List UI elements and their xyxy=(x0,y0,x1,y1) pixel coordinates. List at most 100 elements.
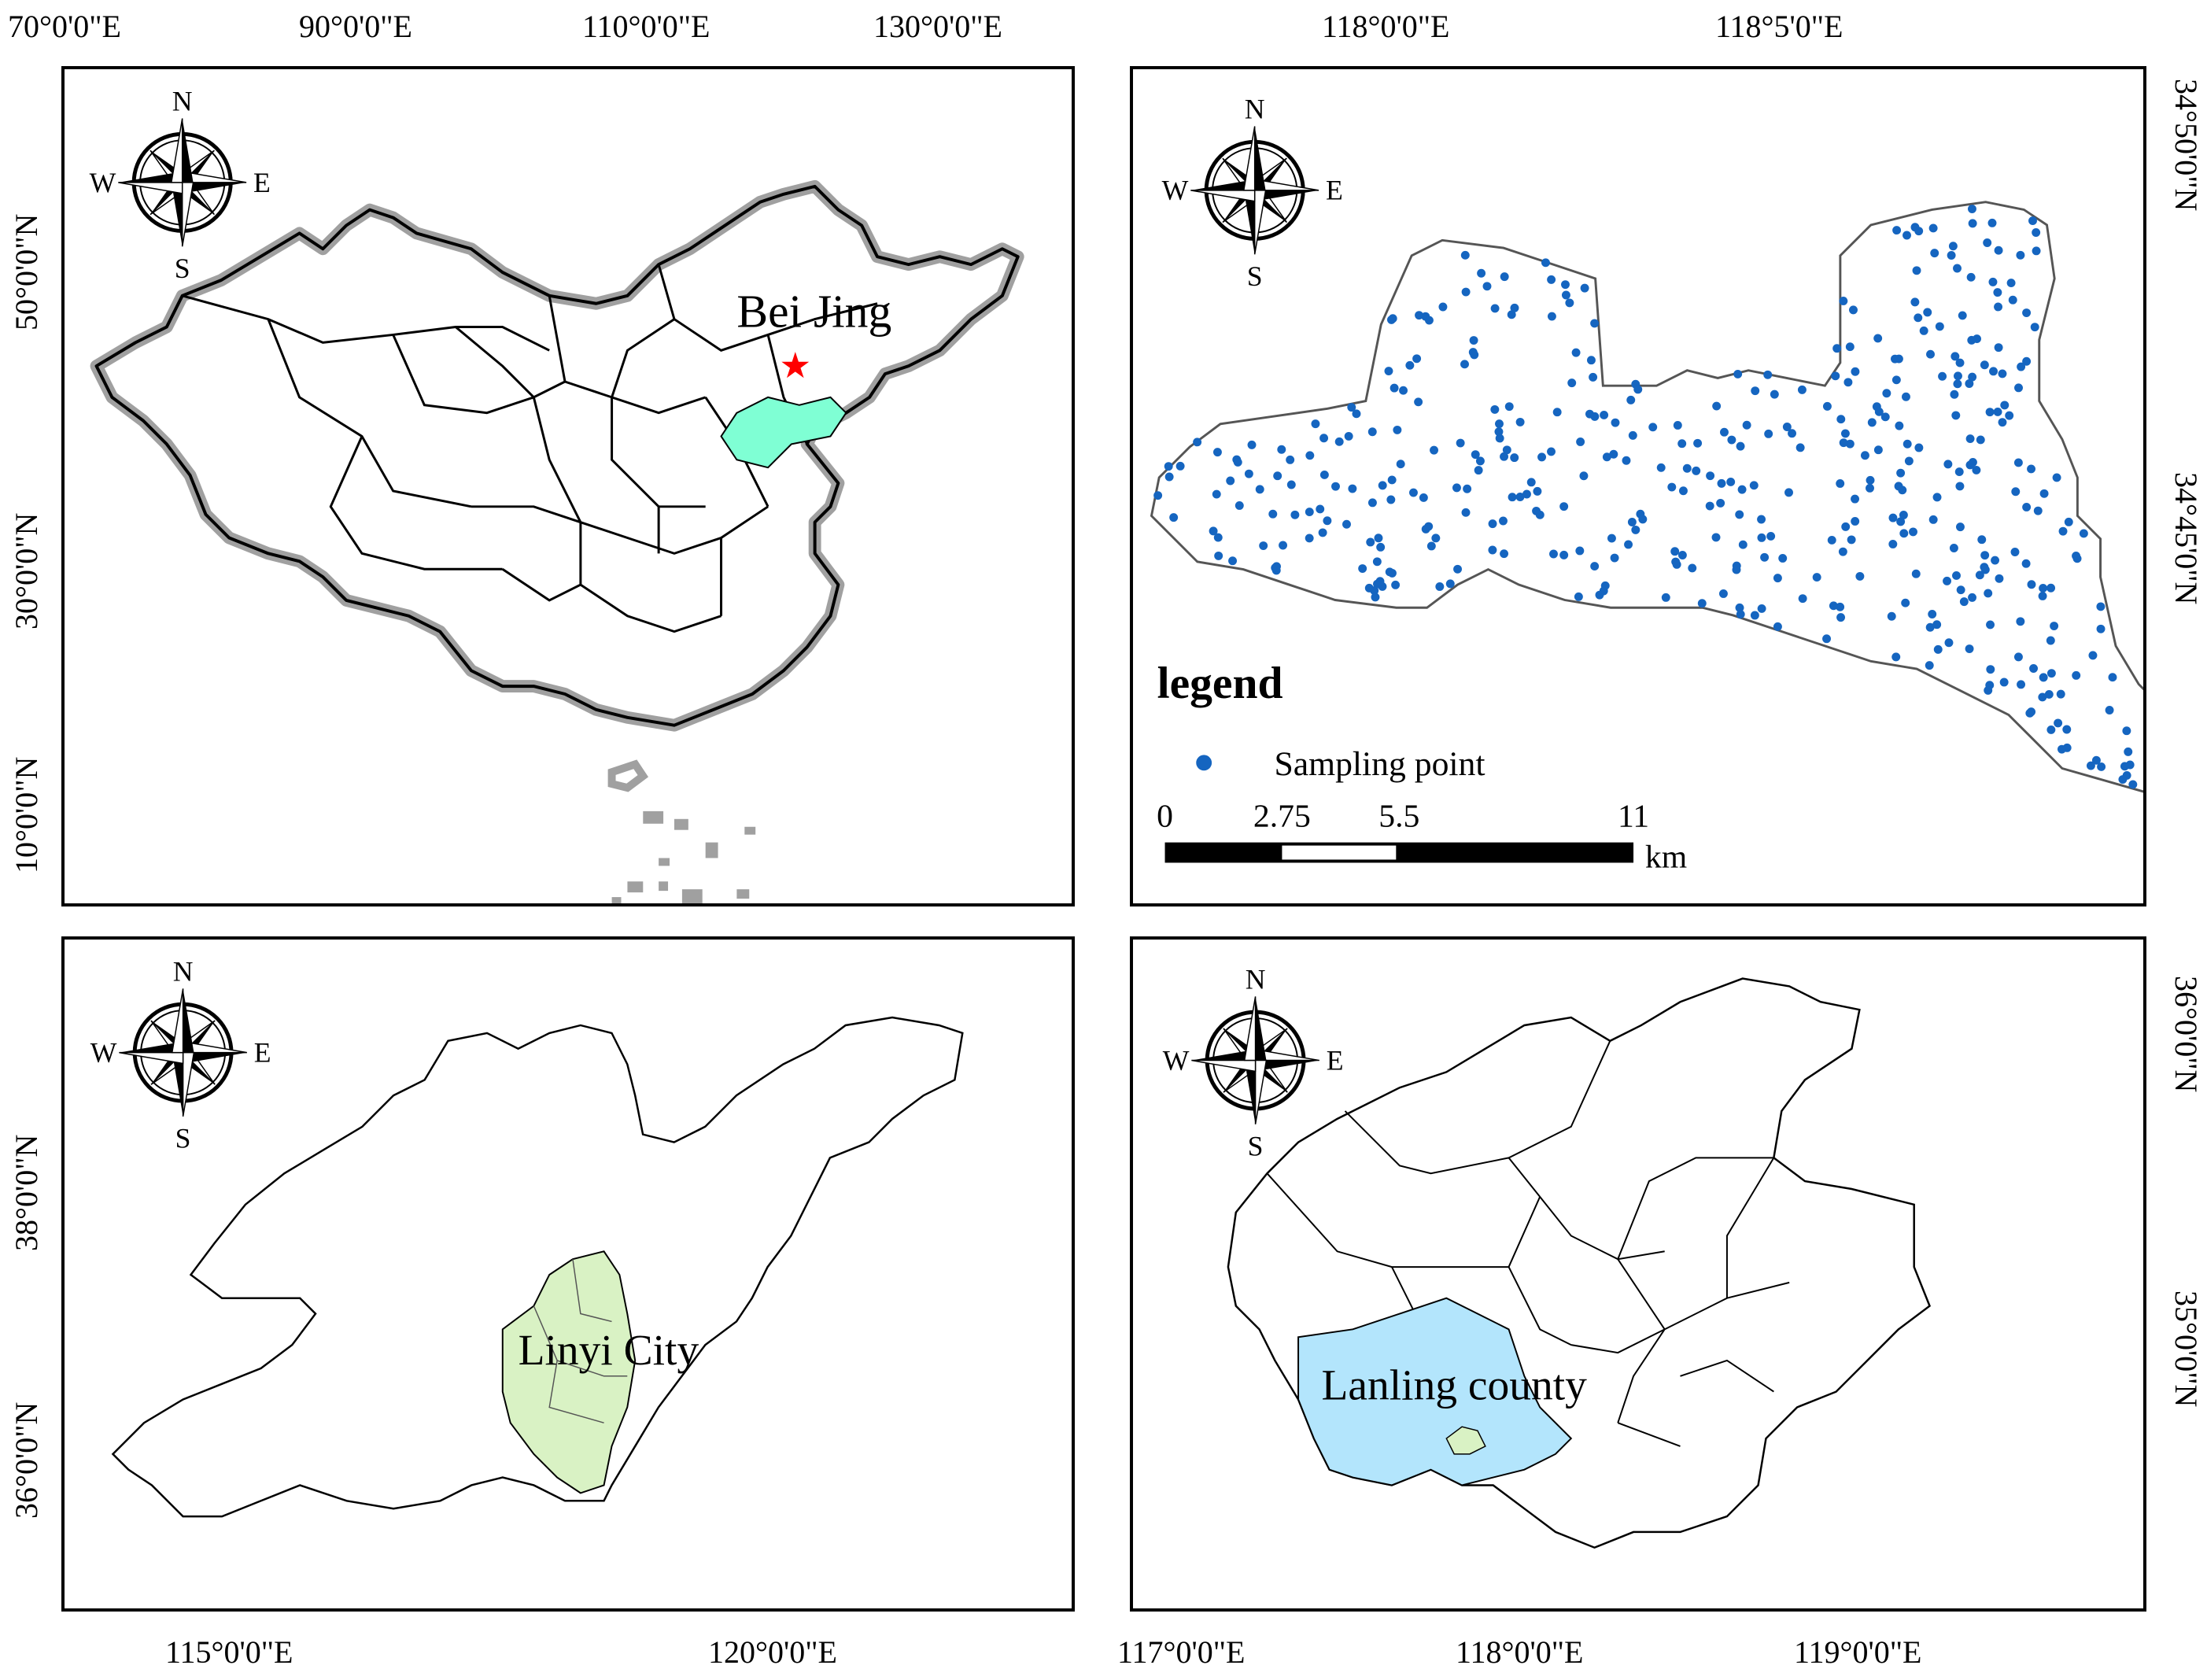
sampling-point xyxy=(1412,354,1422,364)
sampling-point xyxy=(2062,725,2072,734)
sampling-point xyxy=(1987,218,1997,227)
sampling-point xyxy=(1836,479,1845,488)
sampling-point xyxy=(2058,526,2068,536)
compass-s-label: S xyxy=(175,253,190,284)
sampling-point xyxy=(1482,282,1492,291)
sampling-point xyxy=(1391,580,1401,589)
sampling-point xyxy=(1718,589,1728,598)
sampling-point xyxy=(1947,251,1956,260)
sampling-point xyxy=(2030,323,2039,332)
sampling-point xyxy=(1766,531,1776,541)
sampling-point xyxy=(1985,408,1995,417)
sampling-point xyxy=(1919,326,1928,335)
sampling-point xyxy=(1866,475,1875,485)
sampling-point xyxy=(1390,383,1399,393)
panel-china-map: N S E W ★ Bei Jing xyxy=(61,66,1075,906)
sampling-point xyxy=(1727,435,1736,445)
sampling-point xyxy=(1832,344,1842,353)
sampling-point xyxy=(1153,491,1163,500)
sampling-point xyxy=(1944,638,1954,648)
sampling-point xyxy=(1474,466,1483,475)
sampling-point xyxy=(1352,409,1361,419)
sampling-point xyxy=(1840,429,1850,438)
sampling-point xyxy=(2017,680,2026,689)
sampling-point xyxy=(1602,452,1611,462)
sampling-point xyxy=(1967,205,1976,213)
sampling-point xyxy=(1235,500,1244,510)
sampling-point xyxy=(2086,761,2095,770)
sampling-point xyxy=(2013,652,2023,662)
sampling-point xyxy=(1626,395,1636,404)
sampling-area-inset xyxy=(1445,1426,1486,1455)
compass-n-label: N xyxy=(1245,94,1265,125)
sampling-point xyxy=(1984,685,1993,695)
sampling-point xyxy=(1980,565,1990,574)
sampling-point xyxy=(1903,231,1911,240)
sampling-point xyxy=(1750,611,1759,620)
sampling-point xyxy=(1836,415,1846,424)
sampling-point xyxy=(1778,554,1788,563)
sampling-point xyxy=(1954,371,1962,381)
sampling-point xyxy=(2027,464,2035,474)
sampling-point xyxy=(1399,386,1408,395)
sampling-point xyxy=(1738,540,1748,549)
sampling-point xyxy=(1595,590,1604,600)
sampling-point xyxy=(2039,583,2048,593)
sampling-point xyxy=(1903,439,1912,449)
sampling-point xyxy=(1279,541,1288,550)
sampling-point xyxy=(1991,556,2000,565)
lanling-county-label: Lanling county xyxy=(1322,1361,1588,1409)
sampling-point xyxy=(2038,692,2047,702)
sampling-point xyxy=(1912,266,1921,275)
sampling-point xyxy=(1925,661,1934,670)
compass-s-label: S xyxy=(175,1123,191,1154)
sampling-point xyxy=(1909,527,1917,537)
sampling-point xyxy=(2022,308,2032,317)
sampling-point xyxy=(1751,386,1760,396)
sampling-point xyxy=(2050,622,2059,630)
sampling-point xyxy=(1986,620,1995,630)
sampling-point xyxy=(2056,689,2065,699)
sampling-point xyxy=(1845,439,1855,449)
sampling-point xyxy=(1891,375,1901,385)
sampling-point xyxy=(1965,434,1975,444)
study-area-boundary xyxy=(1150,201,2143,793)
sampling-point xyxy=(1424,316,1434,325)
sampling-point xyxy=(2118,775,2128,785)
sampling-point xyxy=(1977,535,1987,545)
sampling-point xyxy=(1735,603,1744,612)
sampling-point xyxy=(1247,440,1257,449)
sampling-point xyxy=(1851,494,1860,504)
sampling-point xyxy=(1867,418,1877,427)
sampling-point xyxy=(1624,540,1633,549)
sampling-point xyxy=(1515,417,1525,426)
sampling-point xyxy=(1782,423,1792,431)
sampling-points xyxy=(1153,205,2138,789)
sampling-point xyxy=(1943,460,1953,469)
sampling-point xyxy=(1331,482,1340,491)
sampling-point xyxy=(1764,429,1773,438)
sampling-point xyxy=(1552,408,1562,417)
linyi-bottom-tick: 117°0'0"E xyxy=(1117,1634,1246,1670)
sampling-point xyxy=(1495,419,1504,429)
sampling-point xyxy=(1244,469,1253,478)
sampling-point xyxy=(1600,410,1609,419)
panel-shandong-map: N S E W Linyi City xyxy=(61,936,1075,1612)
sampling-top-tick: 118°0'0"E xyxy=(1322,9,1450,44)
sampling-point xyxy=(1712,401,1722,411)
sampling-point xyxy=(1851,367,1860,376)
compass-n-label: N xyxy=(173,956,194,988)
sampling-point xyxy=(1949,544,1958,552)
sampling-point xyxy=(2017,362,2026,371)
linyi-bottom-tick: 118°0'0"E xyxy=(1456,1634,1584,1670)
sampling-point xyxy=(1736,610,1745,619)
sampling-point xyxy=(1471,450,1480,460)
sampling-point xyxy=(1638,515,1648,524)
sampling-point xyxy=(1385,567,1394,577)
sampling-point xyxy=(2088,651,2098,660)
sampling-point xyxy=(1732,561,1741,570)
sampling-point xyxy=(1797,385,1807,394)
sampling-point xyxy=(2046,636,2055,645)
sampling-point xyxy=(1956,522,1965,532)
sampling-point xyxy=(1892,226,1902,235)
